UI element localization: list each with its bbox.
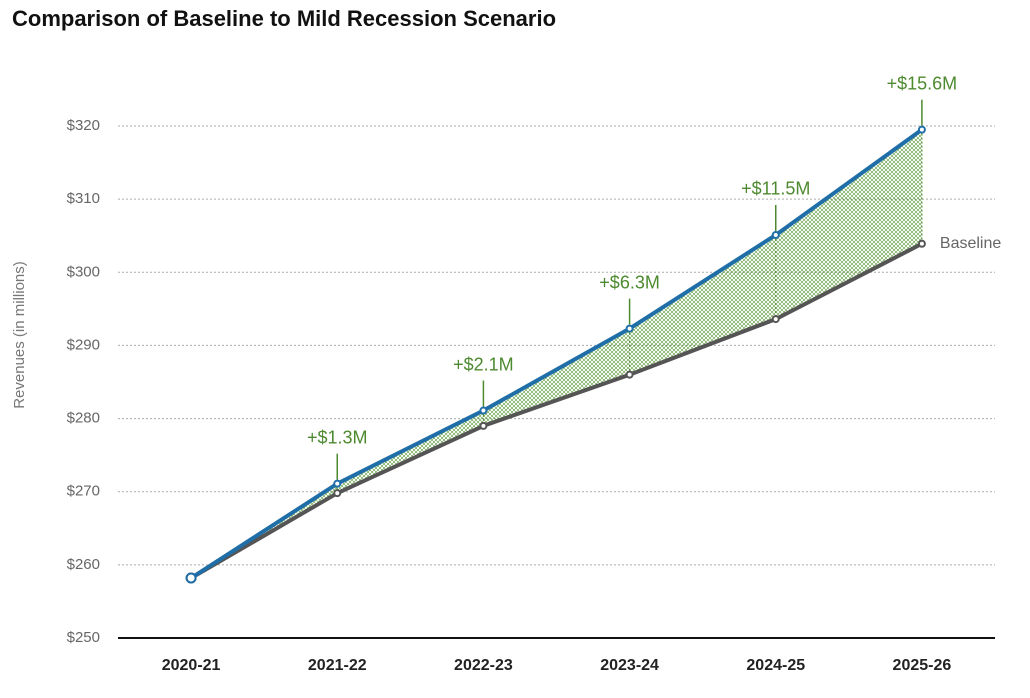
x-tick-label: 2021-22: [308, 657, 367, 674]
y-tick-label: $290: [67, 336, 100, 353]
series-line: [190, 241, 923, 580]
y-tick-label: $270: [67, 483, 100, 500]
x-tick-label: 2020-21: [162, 657, 221, 674]
point: [625, 370, 634, 379]
y-tick-label: $310: [67, 190, 100, 207]
gap-label: +$1.3M: [307, 427, 368, 447]
point: [333, 489, 342, 498]
gap-label: +$2.1M: [453, 354, 514, 374]
x-tick-label: 2023-24: [600, 657, 659, 674]
y-tick-label: $300: [67, 263, 100, 280]
point: [185, 572, 197, 584]
y-tick-label: $260: [67, 556, 100, 573]
point: [479, 421, 488, 430]
y-tick-label: $320: [67, 117, 100, 134]
point: [771, 230, 780, 239]
point: [625, 324, 634, 333]
point: [479, 406, 488, 415]
chart-title: Comparison of Baseline to Mild Recession…: [12, 6, 556, 31]
gap-label: +$11.5M: [741, 179, 810, 199]
x-tick-label: 2024-25: [746, 657, 805, 674]
point: [917, 125, 926, 134]
series-line: [189, 128, 924, 580]
series-label: Baseline: [940, 235, 1001, 252]
point: [333, 479, 342, 488]
point: [917, 239, 926, 248]
point: [771, 315, 780, 324]
gap-area: [191, 129, 922, 579]
y-tick-label: $250: [67, 629, 100, 646]
gap-label: +$15.6M: [887, 73, 958, 93]
y-axis-label: Revenues (in millions): [11, 261, 28, 409]
gap-label: +$6.3M: [599, 272, 660, 292]
y-tick-label: $280: [67, 410, 100, 427]
x-tick-label: 2022-23: [454, 657, 513, 674]
x-tick-label: 2025-26: [893, 657, 952, 674]
